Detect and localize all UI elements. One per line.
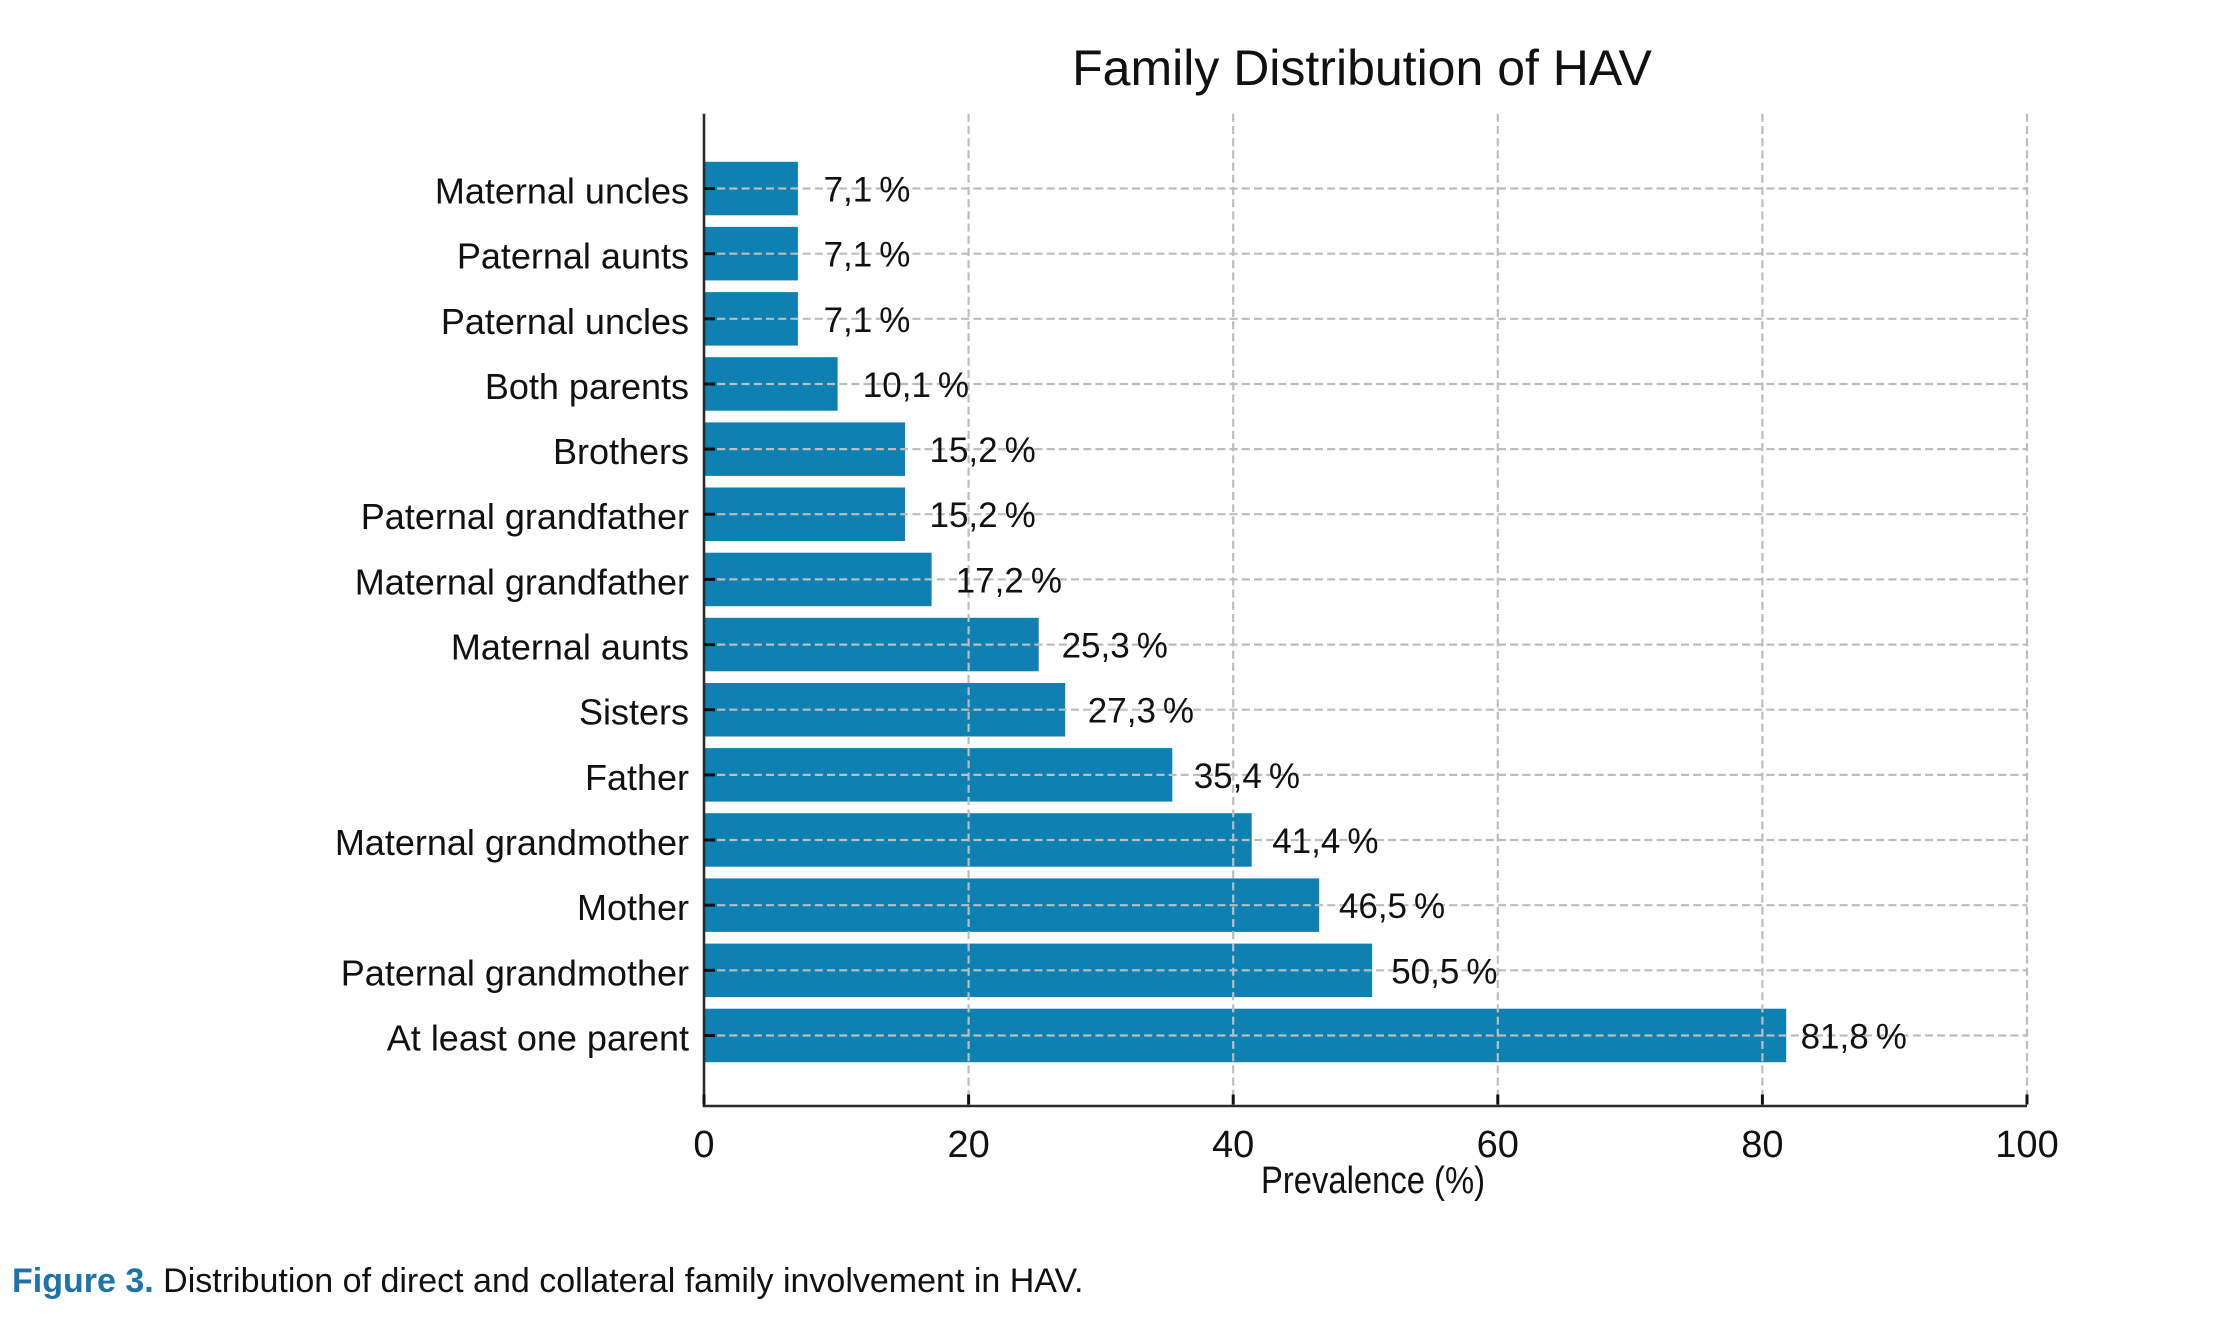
- svg-text:20: 20: [947, 1124, 989, 1166]
- svg-text:27,3 %: 27,3 %: [1088, 692, 1194, 731]
- svg-text:46,5 %: 46,5 %: [1339, 887, 1445, 926]
- svg-text:Father: Father: [585, 757, 689, 798]
- svg-text:Maternal grandmother: Maternal grandmother: [335, 822, 689, 863]
- svg-text:Paternal grandfather: Paternal grandfather: [361, 496, 689, 537]
- svg-text:Maternal grandfather: Maternal grandfather: [355, 561, 689, 602]
- svg-text:7,1 %: 7,1 %: [824, 171, 911, 210]
- svg-text:41,4 %: 41,4 %: [1272, 822, 1378, 861]
- svg-text:At least one parent: At least one parent: [387, 1018, 689, 1059]
- svg-text:15,2 %: 15,2 %: [930, 431, 1036, 470]
- svg-text:7,1 %: 7,1 %: [824, 236, 911, 275]
- svg-text:Sisters: Sisters: [579, 692, 689, 733]
- svg-text:Maternal uncles: Maternal uncles: [435, 171, 689, 212]
- svg-text:Paternal aunts: Paternal aunts: [457, 236, 689, 277]
- svg-text:40: 40: [1212, 1124, 1254, 1166]
- svg-text:7,1 %: 7,1 %: [824, 301, 911, 340]
- svg-text:Figure 3. Distribution of dire: Figure 3. Distribution of direct and col…: [12, 1262, 1083, 1300]
- svg-text:Paternal uncles: Paternal uncles: [441, 301, 689, 342]
- svg-text:Prevalence (%): Prevalence (%): [1261, 1160, 1485, 1202]
- svg-text:80: 80: [1741, 1124, 1783, 1166]
- svg-text:60: 60: [1477, 1124, 1519, 1166]
- svg-text:81,8 %: 81,8 %: [1801, 1018, 1907, 1057]
- svg-text:35,4 %: 35,4 %: [1194, 757, 1300, 796]
- svg-text:25,3 %: 25,3 %: [1062, 627, 1168, 666]
- svg-text:50,5 %: 50,5 %: [1391, 952, 1497, 991]
- svg-text:Paternal grandmother: Paternal grandmother: [341, 952, 689, 993]
- svg-text:0: 0: [693, 1124, 714, 1166]
- svg-text:Family Distribution of HAV: Family Distribution of HAV: [1072, 40, 1652, 96]
- svg-text:Brothers: Brothers: [553, 431, 689, 472]
- svg-text:Maternal aunts: Maternal aunts: [451, 627, 689, 668]
- svg-text:10,1 %: 10,1 %: [863, 366, 969, 405]
- svg-text:Mother: Mother: [577, 887, 689, 928]
- svg-text:100: 100: [1995, 1124, 2058, 1166]
- svg-text:15,2 %: 15,2 %: [930, 496, 1036, 535]
- svg-text:Both parents: Both parents: [485, 366, 689, 407]
- svg-text:17,2 %: 17,2 %: [956, 561, 1062, 600]
